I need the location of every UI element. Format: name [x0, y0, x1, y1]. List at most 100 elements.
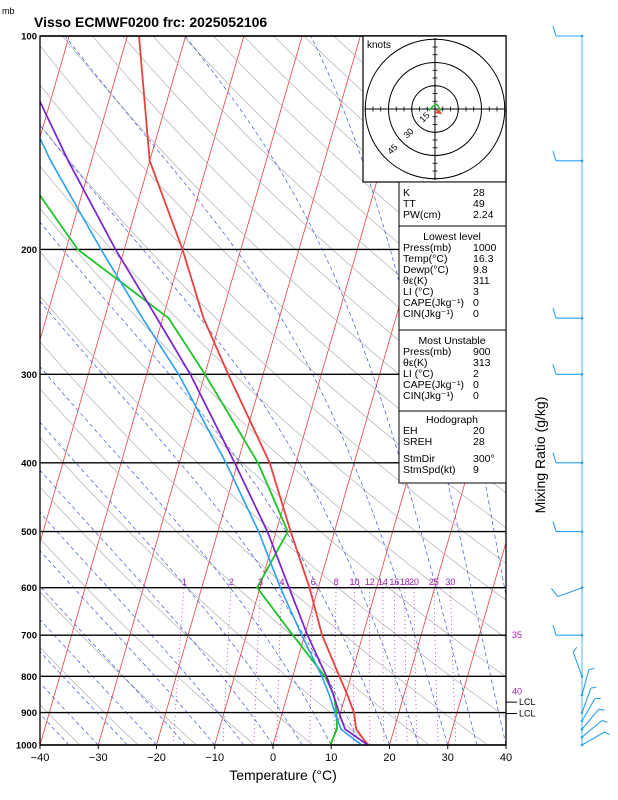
- pressure-tick-label: 400: [21, 458, 37, 469]
- dewpoint-profile-line: [40, 193, 338, 745]
- index-label: LI (°C): [403, 286, 433, 298]
- mixing-ratio-line: [309, 582, 314, 745]
- wind-barb: [572, 646, 584, 678]
- mixing-ratio-label: 3: [258, 577, 263, 587]
- moist-adiabat-line: [40, 221, 390, 745]
- index-label: StmDir: [403, 453, 436, 465]
- index-value: 2.24: [473, 209, 494, 221]
- temperature-profile-line: [138, 36, 369, 745]
- dry-adiabat-line: [62, 36, 506, 460]
- pressure-tick-label: 700: [21, 631, 37, 642]
- dry-adiabat-line: [40, 207, 506, 639]
- pressure-tick-label: 600: [21, 583, 37, 594]
- index-value: 900: [473, 346, 491, 358]
- mixing-ratio-label: 10: [350, 577, 360, 587]
- virtual-profile-line: [40, 136, 362, 745]
- mixing-ratio-line: [382, 582, 385, 745]
- index-label: SREH: [403, 436, 432, 448]
- wind-barb: [552, 25, 584, 38]
- isotherm-line: [40, 36, 245, 745]
- wind-barb: [552, 625, 584, 637]
- moist-adiabat-line: [40, 366, 332, 745]
- mixing-ratio-label: 18: [400, 577, 410, 587]
- pressure-tick-label: 200: [21, 245, 37, 256]
- wind-barb: [580, 686, 597, 714]
- pressure-tick-labels: 100 200 300 400 500 600 700 800 900 1000: [16, 32, 37, 752]
- wind-barb: [580, 708, 605, 731]
- index-value: 311: [473, 275, 490, 287]
- wind-barb: [552, 521, 584, 533]
- dry-adiabat-line: [40, 538, 255, 745]
- dry-adiabat-line: [40, 251, 506, 678]
- pressure-tick-label: 300: [21, 370, 37, 381]
- wind-barb-column: [550, 25, 610, 747]
- dry-adiabat-line: [40, 45, 506, 494]
- mixing-ratio-line: [433, 582, 439, 745]
- index-value: 0: [473, 379, 479, 391]
- mixing-ratio-line: [413, 582, 418, 745]
- index-label: Press(mb): [403, 242, 451, 254]
- isotherm-line: [505, 743, 506, 745]
- mixing-ratio-label: 20: [409, 577, 419, 587]
- mixing-ratio-label: 25: [429, 577, 439, 587]
- index-label: CAPE(Jkg⁻¹): [403, 297, 464, 309]
- index-value: 28: [473, 436, 485, 448]
- temperature-tick-label: 0: [270, 752, 276, 764]
- mixing-ratio-line: [394, 582, 397, 745]
- dry-adiabat-line: [40, 165, 506, 601]
- moist-adiabat-line: [40, 550, 216, 745]
- mixing-ratio-label: 16: [389, 577, 399, 587]
- index-label: CIN(Jkg⁻¹): [403, 308, 453, 320]
- mixing-ratio-label: 8: [334, 577, 339, 587]
- moist-adiabat-line: [40, 124, 419, 745]
- hodograph-trace: [428, 103, 442, 112]
- index-value: 0: [473, 297, 479, 309]
- dry-adiabat-line: [92, 36, 506, 426]
- index-label: K: [403, 187, 410, 199]
- moist-adiabat-line: [40, 469, 274, 745]
- parcel-profile-line: [40, 99, 369, 745]
- wind-barb: [580, 667, 595, 697]
- mixing-ratio-label: 12: [365, 577, 375, 587]
- mixing-ratio-label: 6: [311, 577, 316, 587]
- temperature-tick-label: −10: [205, 752, 224, 764]
- index-section-title: Hodograph: [426, 414, 478, 426]
- index-label: Dewp(°C): [403, 264, 449, 276]
- index-value: 49: [473, 198, 485, 210]
- lcl-label: LCL: [519, 697, 536, 707]
- hodograph-unit-label: knots: [367, 40, 391, 51]
- pressure-tick-label: 1000: [16, 741, 37, 752]
- chart-title: Visso ECMWF0200 frc: 2025052106: [34, 14, 267, 30]
- hodograph-ring-label: 30: [401, 126, 415, 140]
- temperature-tick-label: −30: [89, 752, 108, 764]
- y-axis-label: Mixing Ratio (g/kg): [532, 397, 548, 514]
- index-label: TT: [403, 198, 416, 210]
- isotherm-line: [97, 36, 303, 745]
- dry-adiabat-line: [40, 646, 139, 745]
- isotherm-line: [40, 36, 128, 342]
- dry-adiabat-line: [40, 295, 506, 718]
- index-value: 28: [473, 187, 485, 199]
- pressure-tick-label: 500: [21, 527, 37, 538]
- moist-adiabat-line: [40, 651, 128, 745]
- mixing-ratio-label: 4: [279, 577, 284, 587]
- index-label: Temp(°C): [403, 253, 447, 265]
- dry-adiabat-line: [40, 591, 197, 745]
- index-value: 1000: [473, 242, 497, 254]
- index-label: θε(K): [403, 275, 428, 287]
- moist-adiabat-line: [40, 713, 70, 745]
- index-value: 313: [473, 357, 491, 369]
- isotherm-line: [0, 36, 11, 745]
- index-label: CAPE(Jkg⁻¹): [403, 379, 464, 391]
- lcl-label: LCL: [519, 709, 536, 719]
- dry-adiabat-line: [40, 124, 506, 564]
- index-label: Press(mb): [403, 346, 451, 358]
- mixing-ratio-line: [450, 582, 457, 745]
- wind-barb: [552, 150, 584, 163]
- index-label: CIN(Jkg⁻¹): [403, 390, 453, 402]
- dry-adiabat-line: [40, 388, 430, 745]
- wind-barb: [580, 719, 608, 739]
